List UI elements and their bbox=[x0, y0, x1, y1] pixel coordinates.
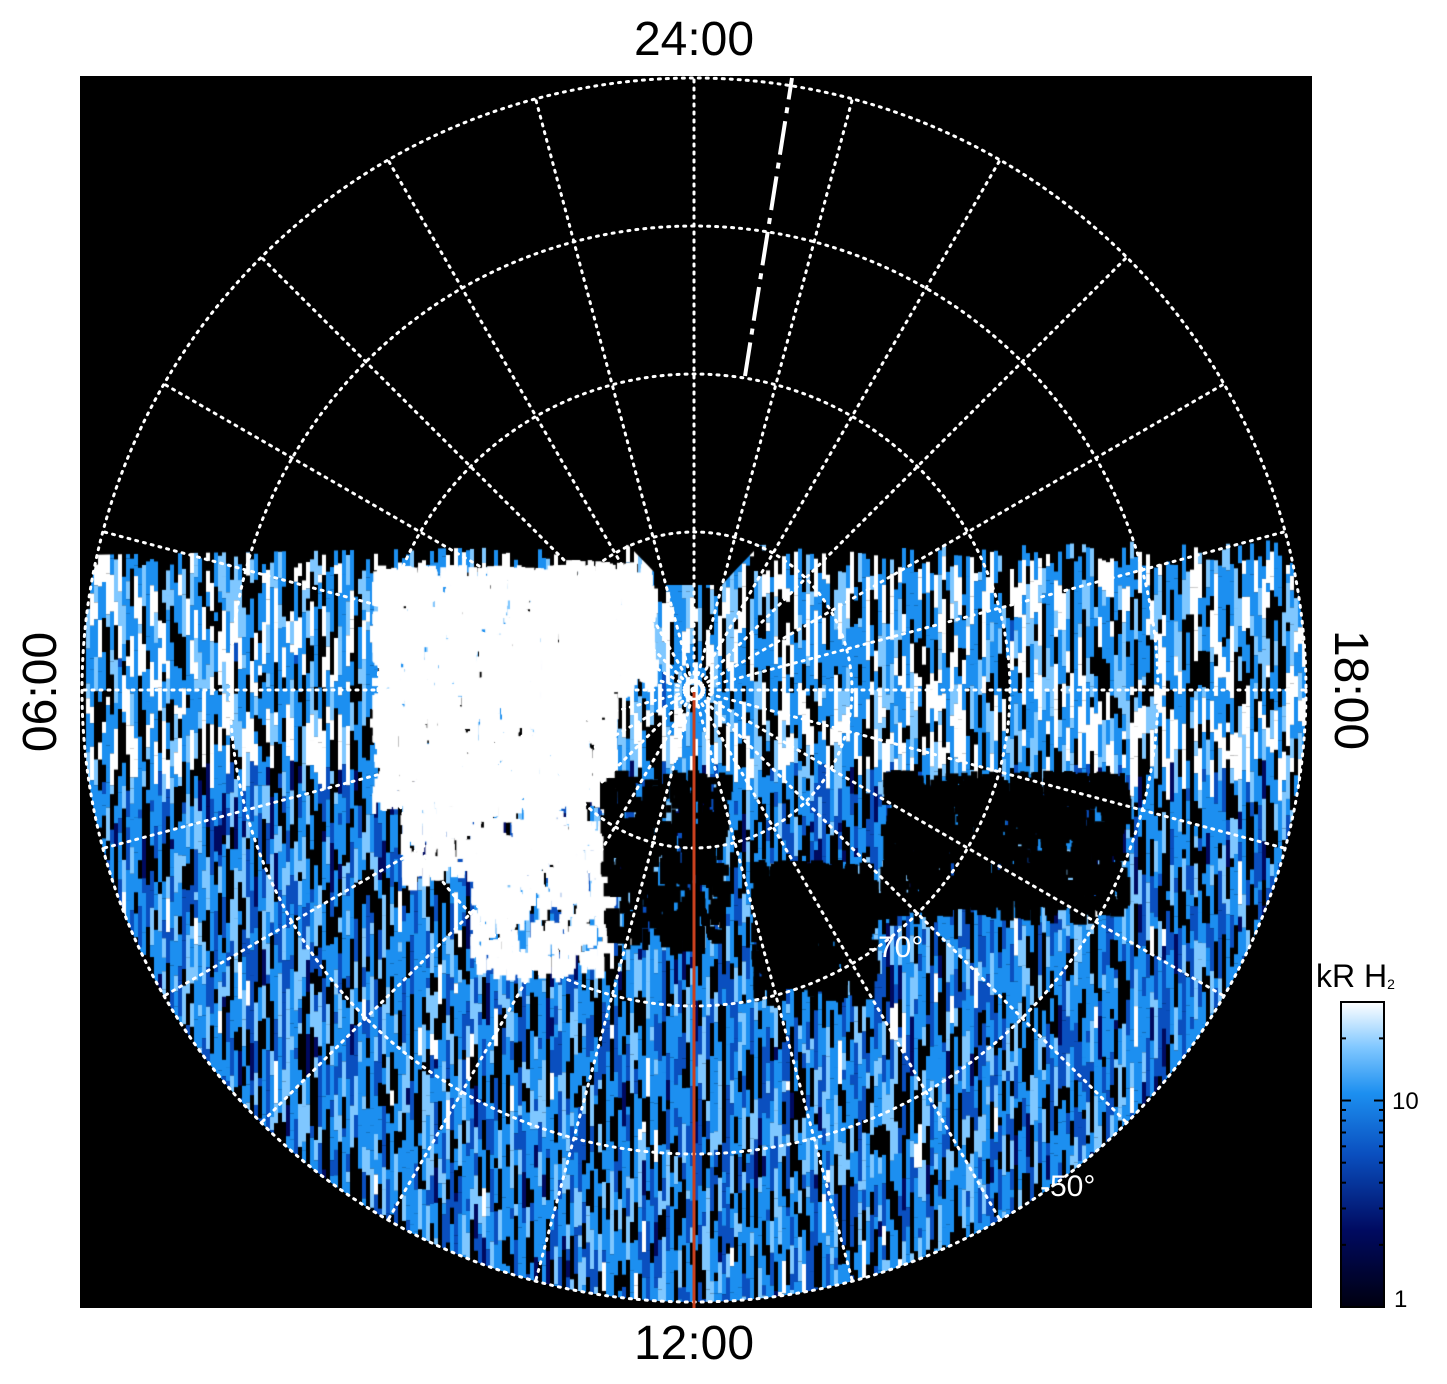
meridian-gridline bbox=[386, 158, 696, 692]
meridian-gridline bbox=[692, 688, 1287, 850]
local-time-label-midnight: 24:00 bbox=[633, 13, 755, 66]
meridian-gridline bbox=[692, 688, 854, 1283]
meridian-gridline bbox=[692, 530, 1287, 692]
latitude-label-50: -50° bbox=[1040, 1170, 1095, 1203]
colorbar-tick-10: 10 bbox=[1392, 1088, 1419, 1115]
meridian-gridline bbox=[692, 97, 854, 692]
meridian-gridline bbox=[692, 688, 1226, 998]
meridian-gridline bbox=[259, 688, 696, 1125]
pole-marker bbox=[683, 679, 705, 701]
meridian-gridline bbox=[162, 382, 696, 692]
reference-dashed-line bbox=[743, 77, 794, 377]
meridian-gridline bbox=[692, 158, 1002, 692]
meridian-gridline bbox=[162, 688, 696, 998]
meridian-gridline bbox=[101, 530, 696, 692]
meridian-gridline bbox=[386, 688, 696, 1222]
local-time-label-noon: 12:00 bbox=[633, 1317, 755, 1370]
polar-grid bbox=[80, 76, 1308, 1304]
colorbar-title: kR H2 bbox=[1316, 958, 1395, 994]
colorbar bbox=[1340, 1001, 1385, 1308]
meridian-gridline bbox=[692, 688, 1129, 1125]
meridian-gridline bbox=[692, 255, 1129, 692]
latitude-label-70: -70° bbox=[868, 931, 923, 964]
meridian-gridline bbox=[692, 382, 1226, 692]
meridian-gridline bbox=[259, 255, 696, 692]
meridian-gridline bbox=[534, 688, 696, 1283]
colorbar-tick-1: 1 bbox=[1394, 1286, 1408, 1313]
meridian-gridline bbox=[534, 97, 696, 692]
meridian-gridline bbox=[692, 688, 1002, 1222]
colorbar-ticks bbox=[1341, 1001, 1384, 1308]
meridian-gridline bbox=[101, 688, 696, 850]
